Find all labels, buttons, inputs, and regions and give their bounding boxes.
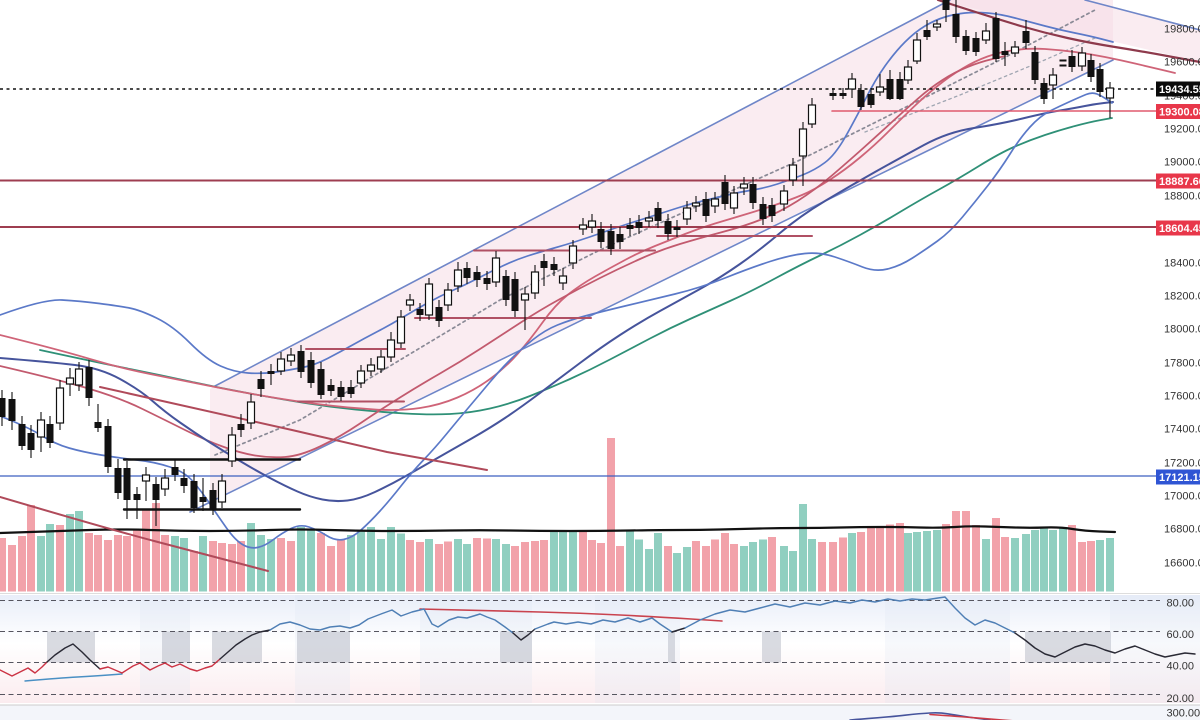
svg-text:19200.00: 19200.00: [1164, 124, 1200, 136]
svg-text:17400.00: 17400.00: [1164, 424, 1200, 436]
svg-text:17200.00: 17200.00: [1164, 458, 1200, 470]
svg-text:19434.55: 19434.55: [1159, 84, 1200, 96]
svg-text:40.00: 40.00: [1167, 661, 1195, 673]
svg-text:18200.00: 18200.00: [1164, 291, 1200, 303]
svg-text:18000.00: 18000.00: [1164, 324, 1200, 336]
svg-text:16600.00: 16600.00: [1164, 558, 1200, 570]
svg-text:17600.00: 17600.00: [1164, 391, 1200, 403]
svg-text:17000.00: 17000.00: [1164, 491, 1200, 503]
svg-text:18604.45: 18604.45: [1159, 223, 1200, 235]
svg-text:17800.00: 17800.00: [1164, 358, 1200, 370]
svg-text:18400.00: 18400.00: [1164, 258, 1200, 270]
svg-text:19300.08: 19300.08: [1159, 106, 1200, 118]
svg-text:17121.15: 17121.15: [1159, 472, 1200, 484]
svg-text:300.00: 300.00: [1167, 708, 1200, 720]
svg-text:19000.00: 19000.00: [1164, 157, 1200, 169]
svg-text:19600.00: 19600.00: [1164, 57, 1200, 69]
svg-text:16800.00: 16800.00: [1164, 524, 1200, 536]
svg-text:80.00: 80.00: [1167, 598, 1195, 610]
svg-text:18887.66: 18887.66: [1159, 176, 1200, 188]
svg-text:19800.00: 19800.00: [1164, 24, 1200, 36]
svg-text:18800.00: 18800.00: [1164, 191, 1200, 203]
svg-text:20.00: 20.00: [1167, 693, 1195, 705]
svg-text:60.00: 60.00: [1167, 629, 1195, 641]
